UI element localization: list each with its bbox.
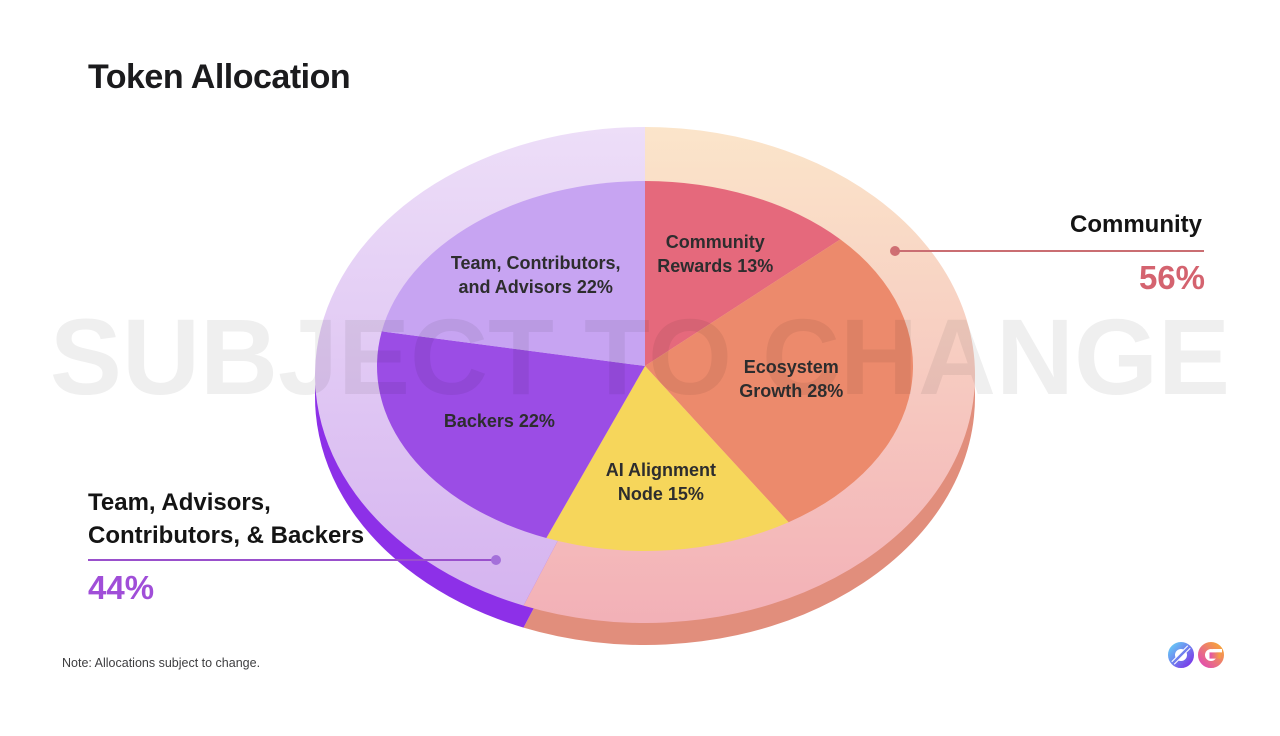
logo-zero-icon [1168, 642, 1194, 668]
note-text: Note: Allocations subject to change. [62, 656, 261, 670]
community-callout-value: 56% [1138, 259, 1205, 296]
brand-logo [1167, 641, 1225, 669]
pie-slice-2 [546, 366, 789, 552]
community-callout-dot [890, 246, 900, 256]
pie-slice-0 [645, 181, 841, 366]
watermark-text: SUBJECT TO CHANGE [49, 296, 1231, 417]
team-callout-label-line2: Contributors, & Backers [88, 522, 365, 549]
team-callout-label-line1: Team, Advisors, [88, 489, 271, 516]
page-title: Token Allocation [88, 58, 351, 96]
team-callout-label: Team, Advisors, Contributors, & Backers [88, 486, 364, 552]
team-callout-value: 44% [88, 569, 155, 606]
team-callout-line [88, 559, 493, 561]
community-callout-line [896, 250, 1204, 252]
team-callout-dot [491, 555, 501, 565]
logo-g-icon [1198, 642, 1224, 668]
community-callout-label: Community [1070, 211, 1202, 238]
pie-slice-4 [381, 181, 645, 366]
pie-slice-1 [645, 239, 913, 523]
pie-slice-3 [377, 331, 645, 539]
